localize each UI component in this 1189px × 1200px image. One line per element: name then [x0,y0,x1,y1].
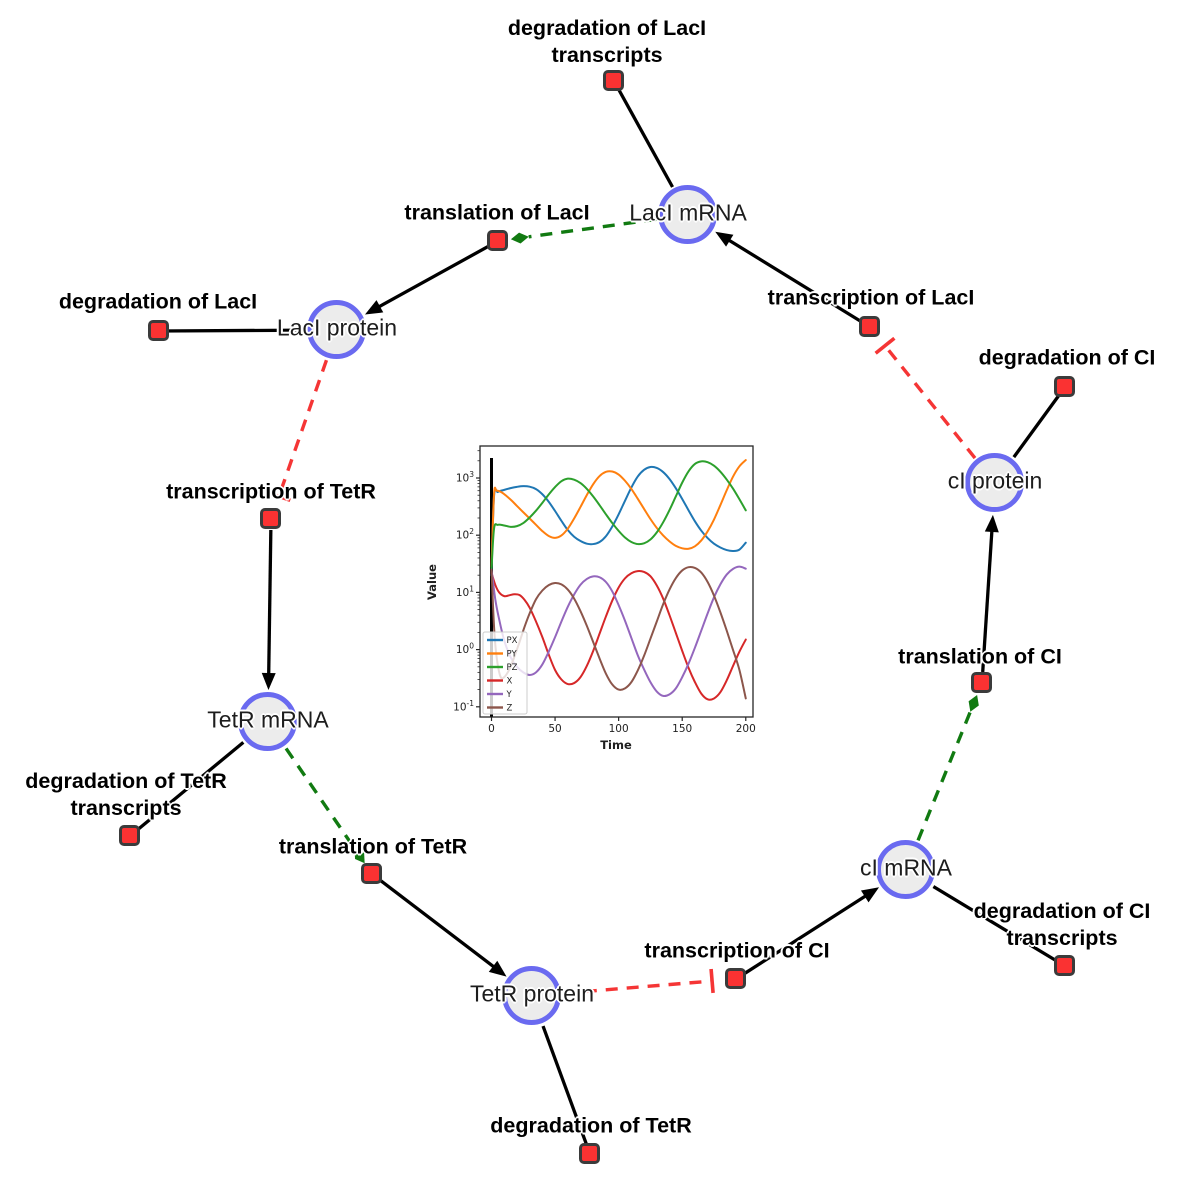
reaction-node-tc-tetr[interactable] [260,508,281,529]
svg-text:0: 0 [488,723,495,735]
edge-tl-tetr-tetr-protein [379,879,507,977]
legend-item-X: X [487,677,513,687]
edge-laci-protein-deg-laci [158,328,306,333]
legend-item-PY: PY [487,650,517,660]
svg-text:PZ: PZ [507,663,518,673]
chart-series [490,459,747,701]
reaction-node-tl-laci[interactable] [487,230,508,251]
reaction-node-deg-tetr-tx[interactable] [119,825,140,846]
x-axis-label: Time [600,738,632,752]
svg-text:100: 100 [456,642,474,657]
edge-tc-ci-ci-mrna [744,887,880,975]
svg-text:101: 101 [456,584,474,599]
svg-text:50: 50 [548,723,561,735]
reaction-node-deg-ci[interactable] [1054,376,1075,397]
legend-item-Y: Y [487,690,513,700]
species-node-ci-mrna[interactable] [876,840,935,899]
plot-frame [479,445,754,718]
reaction-node-deg-ci-tx[interactable] [1054,955,1075,976]
legend-item-PZ: PZ [487,663,518,673]
svg-text:Z: Z [507,704,513,714]
reaction-node-tc-laci[interactable] [859,316,880,337]
reaction-node-deg-laci-tx[interactable] [603,70,624,91]
species-node-ci-protein[interactable] [965,453,1024,512]
chart-legend: PX PY PZ XYZ [482,631,528,715]
legend-box [482,631,528,715]
edge-laci-mrna-deg-laci-tx [612,80,674,188]
species-node-tetr-mrna[interactable] [238,692,297,751]
series-Y [490,565,747,698]
edge-ci-mrna-deg-ci-tx [932,885,1066,968]
svg-text:150: 150 [672,723,692,735]
edge-tl-ci-ci-protein [981,514,999,673]
reaction-node-tl-ci[interactable] [971,672,992,693]
series-PZ [490,460,747,571]
reaction-node-deg-tetr[interactable] [579,1143,600,1164]
reaction-node-tc-ci[interactable] [725,968,746,989]
species-node-laci-protein[interactable] [307,300,366,359]
species-node-laci-mrna[interactable] [658,185,717,244]
edge-ci-mrna-tl-ci [916,695,979,841]
svg-text:102: 102 [456,527,474,542]
edge-tc-tetr-tetr-mrna [261,529,276,691]
edge-tl-laci-laci-protein [365,244,490,315]
edge-laci-protein-tc-tetr [266,359,329,502]
timecourse-inset-chart: 0 50 100 150 200 103 102 101 100 10-1 PX PY PZ X Y Z T… [425,435,778,765]
edge-tc-laci-laci-mrna [715,231,862,323]
series-X [490,569,747,701]
svg-text:Y: Y [506,690,513,700]
svg-text:100: 100 [609,723,629,735]
reaction-node-tl-tetr[interactable] [361,863,382,884]
edge-laci-mrna-tl-laci [510,217,657,244]
legend-item-Z: Z [487,704,513,714]
edge-ci-protein-tc-laci [874,336,977,460]
series-PX [490,465,747,577]
svg-text:103: 103 [456,470,474,485]
species-node-tetr-protein[interactable] [502,966,561,1025]
edge-ci-protein-deg-ci [1012,386,1067,459]
reaction-node-deg-laci[interactable] [148,320,169,341]
edge-tetr-mrna-tl-tetr [284,747,365,864]
svg-text:10-1: 10-1 [453,699,474,714]
edge-tetr-protein-tc-ci [563,968,715,996]
svg-text:200: 200 [736,723,756,735]
svg-text:X: X [507,677,513,687]
svg-text:PY: PY [507,650,518,660]
edge-tetr-mrna-deg-tetr-tx [128,741,245,838]
y-axis-label: Value [426,564,439,600]
series-PY [490,459,747,568]
svg-text:PX: PX [507,636,518,646]
edge-tetr-protein-deg-tetr [541,1025,592,1155]
legend-item-PX: PX [487,636,518,646]
